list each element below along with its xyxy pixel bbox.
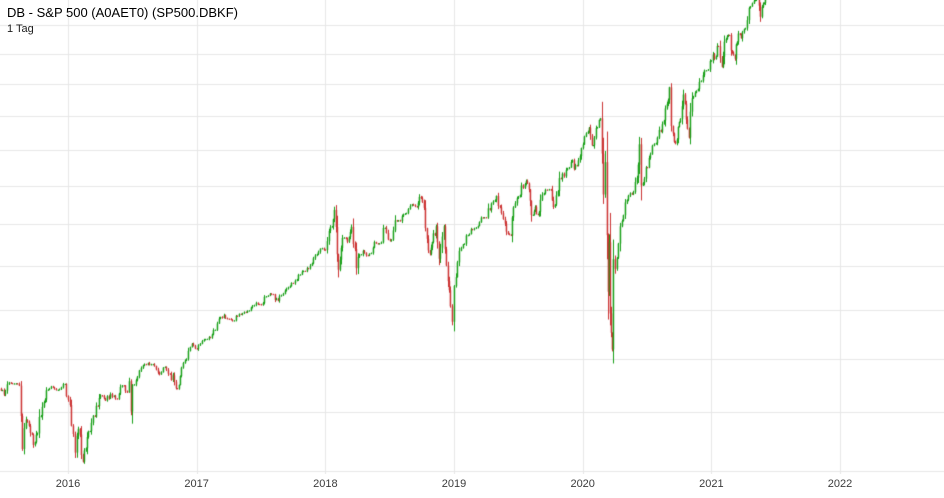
- x-axis-label-2022: 2022: [827, 478, 853, 490]
- x-axis-label-2018: 2018: [313, 478, 338, 490]
- x-axis-label-2020: 2020: [570, 478, 595, 490]
- x-axis-label-2016: 2016: [55, 478, 81, 490]
- x-axis-label-2021: 2021: [699, 478, 724, 490]
- x-axis: 2016 2017 2018 2019 2020 2021 2022: [0, 474, 944, 498]
- candlestick-canvas[interactable]: [0, 0, 944, 474]
- x-axis-label-2017: 2017: [184, 478, 209, 490]
- x-axis-label-2019: 2019: [441, 478, 467, 490]
